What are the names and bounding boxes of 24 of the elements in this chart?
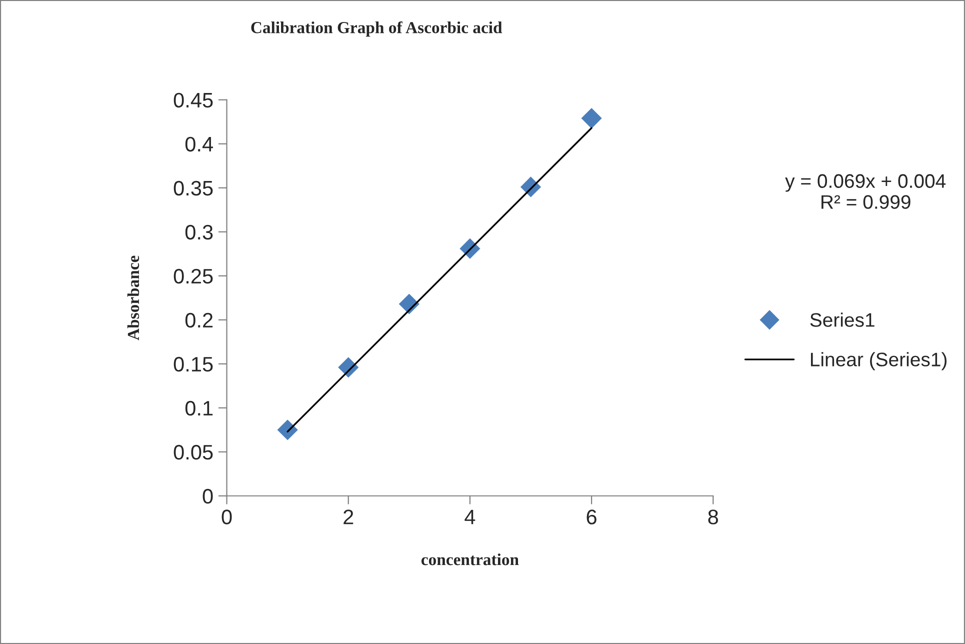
y-axis-title: Absorbance [127, 256, 140, 340]
point [338, 357, 359, 378]
y-tick-label: 0.3 [185, 224, 213, 240]
legend-label: Series1 [810, 312, 874, 327]
y-tick-label: 0.25 [174, 268, 213, 284]
y-tick-label: 0.05 [174, 444, 213, 460]
x-axis-title: concentration [421, 553, 519, 566]
y-tick-label: 0.45 [174, 92, 213, 108]
x-tick-label: 2 [344, 510, 354, 524]
text: y = 0.069x + 0.004 R² = 0.999 [785, 174, 946, 209]
x-tick-label: 4 [464, 510, 476, 524]
y-tick-label: 0.35 [174, 180, 213, 196]
x-tick-label: 6 [586, 510, 596, 524]
point [581, 108, 602, 129]
y-tick-label: 0.15 [174, 356, 213, 372]
chart-title: Calibration Graph of Ascorbic acid [251, 21, 502, 37]
legend-label: Linear (Series1) [810, 352, 947, 370]
x-tick-label: 0 [222, 510, 232, 524]
y-tick-label: 0 [202, 488, 213, 504]
y-tick-label: 0.4 [185, 136, 213, 152]
y-tick-label: 0.1 [185, 400, 213, 416]
y-tick-label: 0.2 [185, 312, 213, 328]
x-tick-label: 8 [708, 510, 718, 524]
point [277, 420, 298, 440]
